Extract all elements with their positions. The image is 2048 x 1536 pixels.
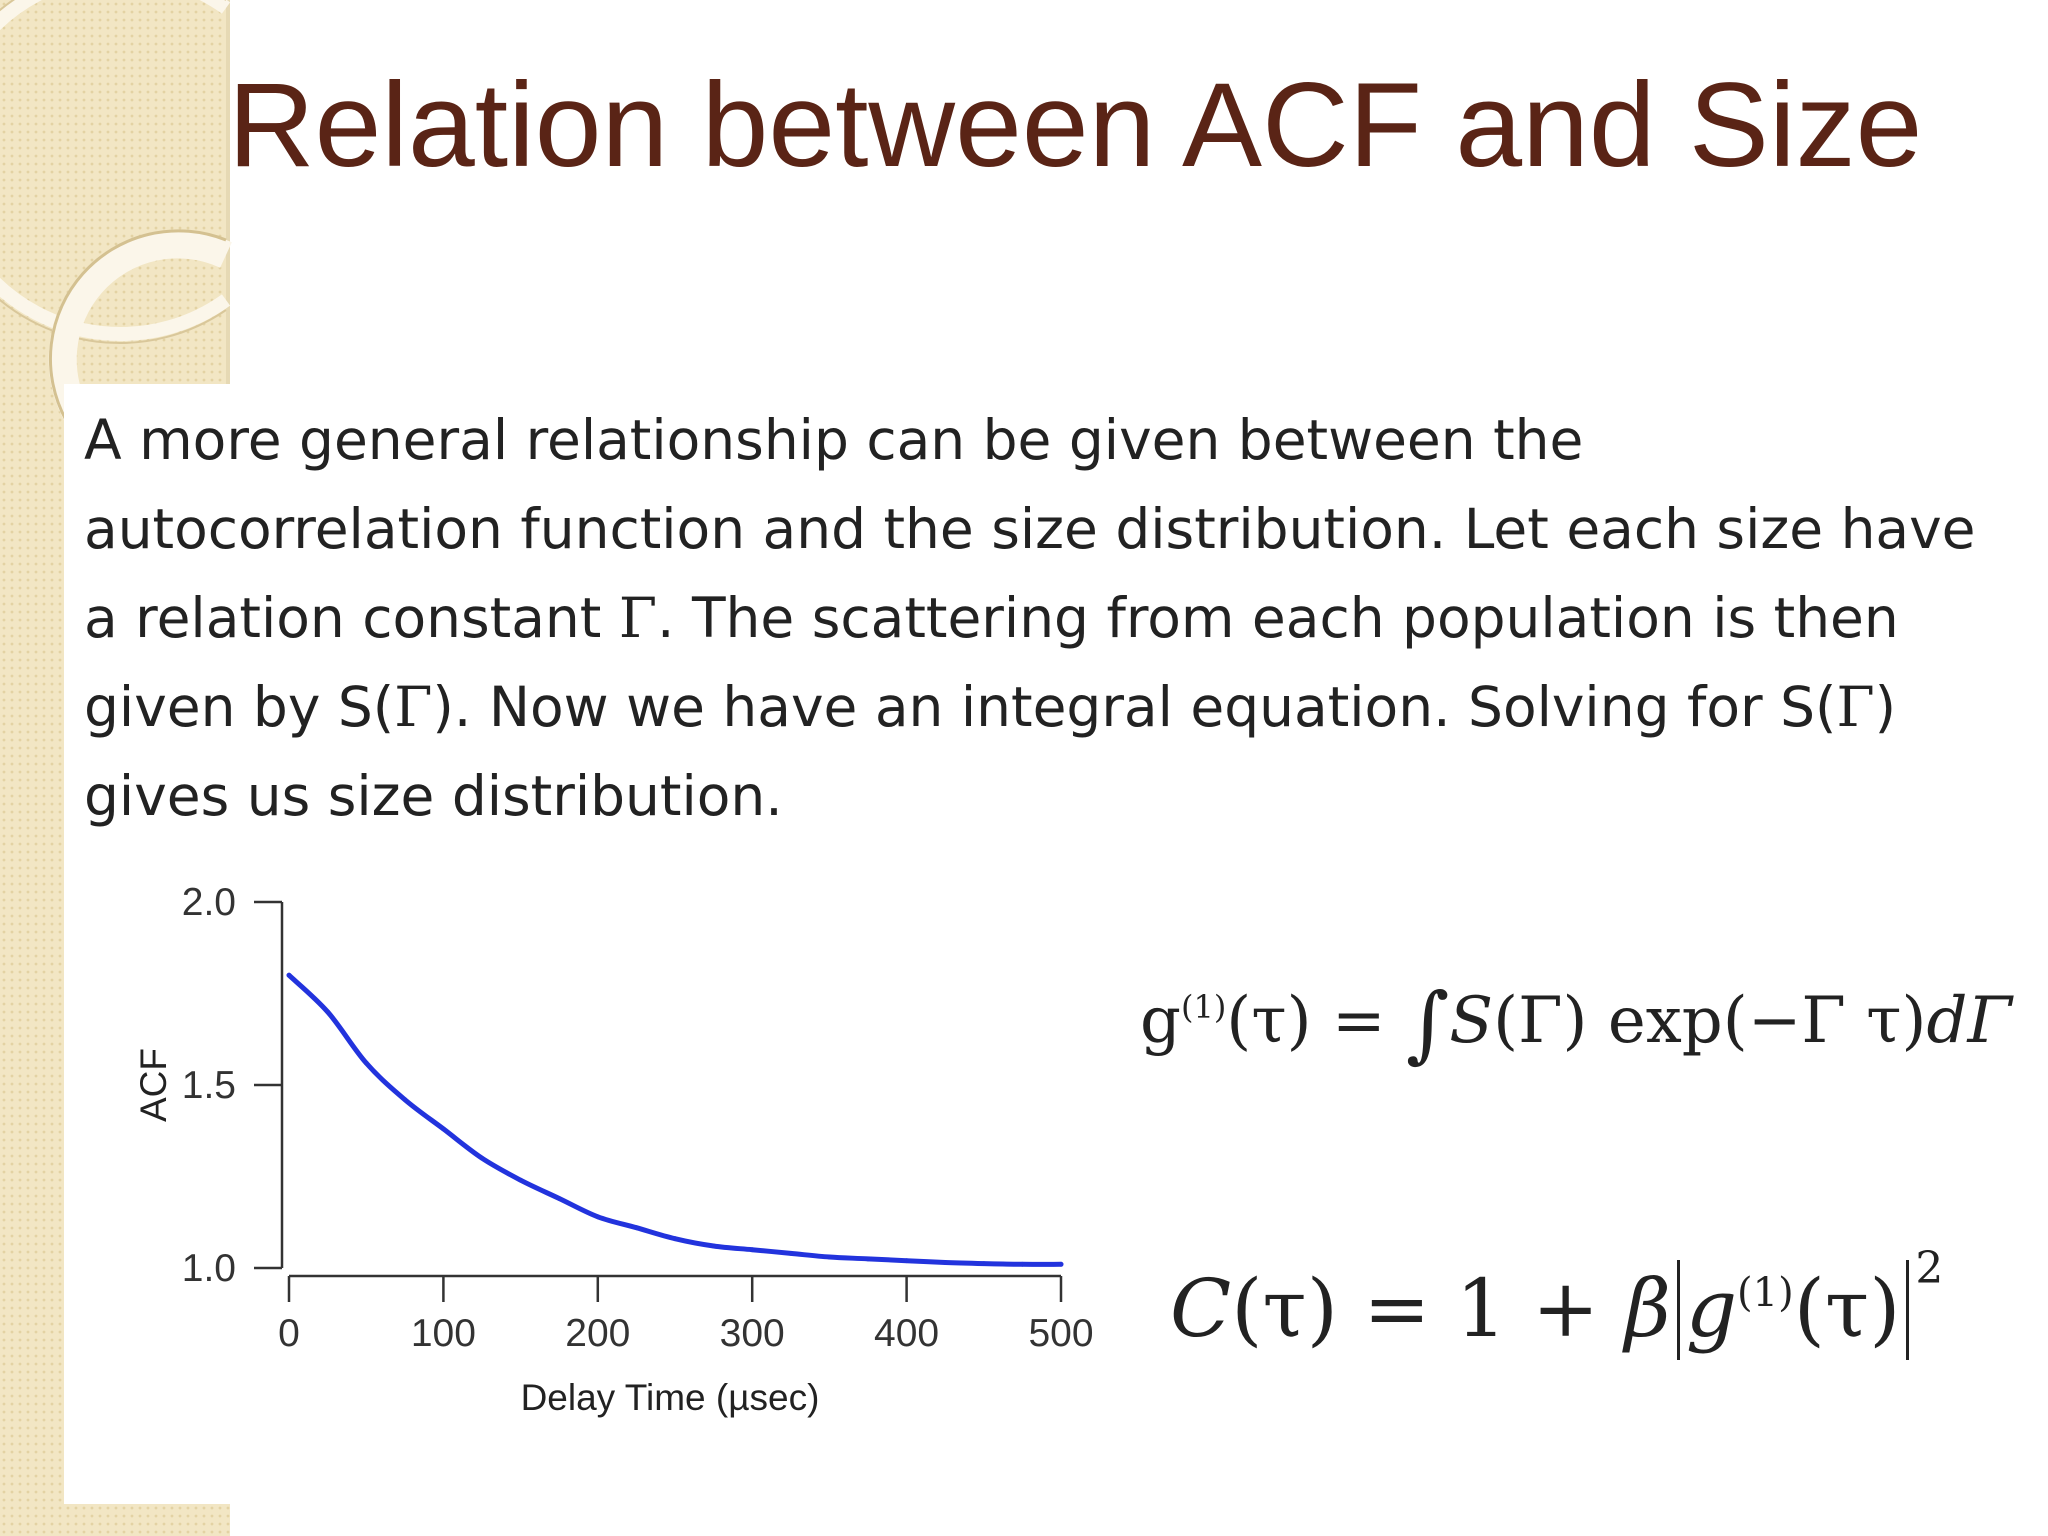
x-tick-label: 200 (565, 1312, 630, 1355)
x-tick-label: 300 (720, 1312, 785, 1355)
acf-curve-series (286, 972, 1064, 1267)
body-text-4: ) gives us size distribution. (84, 675, 1897, 828)
eq-superscript: (1) (1180, 988, 1227, 1027)
x-tick-label: 0 (278, 1312, 300, 1355)
equation-field-correlation: g(1)(τ) = ∫S(Γ) exp(−Γ τ)dΓ (1140, 975, 2012, 1072)
eq-s: S (1449, 984, 1494, 1059)
acf-data-point (595, 1214, 601, 1220)
eq-superscript: (1) (1737, 1270, 1794, 1316)
eq-g: g (1685, 1262, 1738, 1355)
equation-siegert-relation: C(τ) = 1 + β g(1)(τ) 2 (1170, 1247, 1943, 1360)
gamma-symbol: Γ (394, 675, 433, 739)
x-tick-label: 500 (1028, 1312, 1093, 1355)
x-axis-label: Delay Time (µsec) (521, 1377, 820, 1418)
integral-sign: ∫ (1405, 975, 1450, 1072)
acf-data-point (749, 1247, 755, 1253)
gamma-symbol: Γ (1836, 675, 1875, 739)
eq-dgamma: dΓ (1926, 984, 2012, 1059)
acf-chart: 2.0 1.5 1.0 0 100 200 300 400 500 ACF Delay Tim… (133, 881, 1094, 1418)
acf-data-point (325, 1009, 330, 1015)
x-axis: 0 100 200 300 400 500 (278, 1274, 1094, 1355)
eq-c-argument: (τ) = 1 + (1231, 1262, 1625, 1355)
eq-beta: β (1624, 1262, 1671, 1355)
acf-data-point (672, 1236, 678, 1242)
acf-data-point (1020, 1261, 1025, 1267)
acf-data-point (827, 1254, 832, 1260)
acf-data-point (865, 1256, 871, 1262)
body-text-3: ). Now we have an integral equation. Sol… (432, 675, 1837, 739)
acf-data-point (479, 1155, 485, 1161)
acf-data-point (441, 1126, 446, 1132)
decorative-ring-small (48, 230, 232, 428)
acf-data-point (904, 1258, 909, 1264)
y-tick-label: 1.5 (182, 1064, 236, 1107)
abs-bar-left (1676, 1260, 1680, 1360)
eq-exponential: (Γ) exp(−Γ τ) (1493, 984, 1927, 1059)
acf-data-point (556, 1196, 562, 1201)
content-panel (64, 384, 2048, 1504)
slide-title: Relation between ACF and Size (228, 58, 1923, 192)
x-tick-label: 400 (874, 1312, 939, 1355)
acf-data-point (518, 1177, 523, 1183)
acf-data-point (942, 1260, 948, 1265)
y-axis: 2.0 1.5 1.0 (182, 881, 284, 1290)
eq-g-argument: (τ) (1793, 1262, 1901, 1355)
acf-data-points (286, 972, 1064, 1267)
acf-data-point (286, 972, 292, 978)
acf-data-point (363, 1060, 369, 1066)
eq-c: C (1170, 1262, 1232, 1355)
x-tick-label: 100 (411, 1312, 476, 1355)
acf-data-point (402, 1097, 408, 1102)
eq-argument: (τ) = (1226, 984, 1406, 1059)
body-paragraph: A more general relationship can be given… (84, 396, 1984, 841)
y-tick-label: 2.0 (182, 881, 236, 924)
body-text-2: . The scattering from each population is… (84, 586, 1899, 739)
abs-bar-right (1906, 1260, 1910, 1360)
decorative-ring-large (0, 0, 231, 341)
y-tick-label: 1.0 (182, 1247, 236, 1290)
left-pattern-edge (226, 0, 230, 384)
y-axis-label: ACF (133, 1048, 174, 1122)
body-text-1: A more general relationship can be given… (84, 408, 1976, 650)
decorative-ring-small-outline (48, 229, 227, 421)
eq-g: g (1140, 984, 1181, 1059)
acf-data-point (1058, 1261, 1064, 1267)
decorative-ring-large-outline (0, 0, 227, 344)
acf-data-point (981, 1261, 987, 1266)
acf-data-point (634, 1225, 639, 1231)
gamma-symbol: Γ (618, 586, 657, 650)
acf-data-point (711, 1243, 716, 1249)
eq-square-exponent: 2 (1915, 1243, 1944, 1295)
acf-data-point (788, 1251, 794, 1256)
